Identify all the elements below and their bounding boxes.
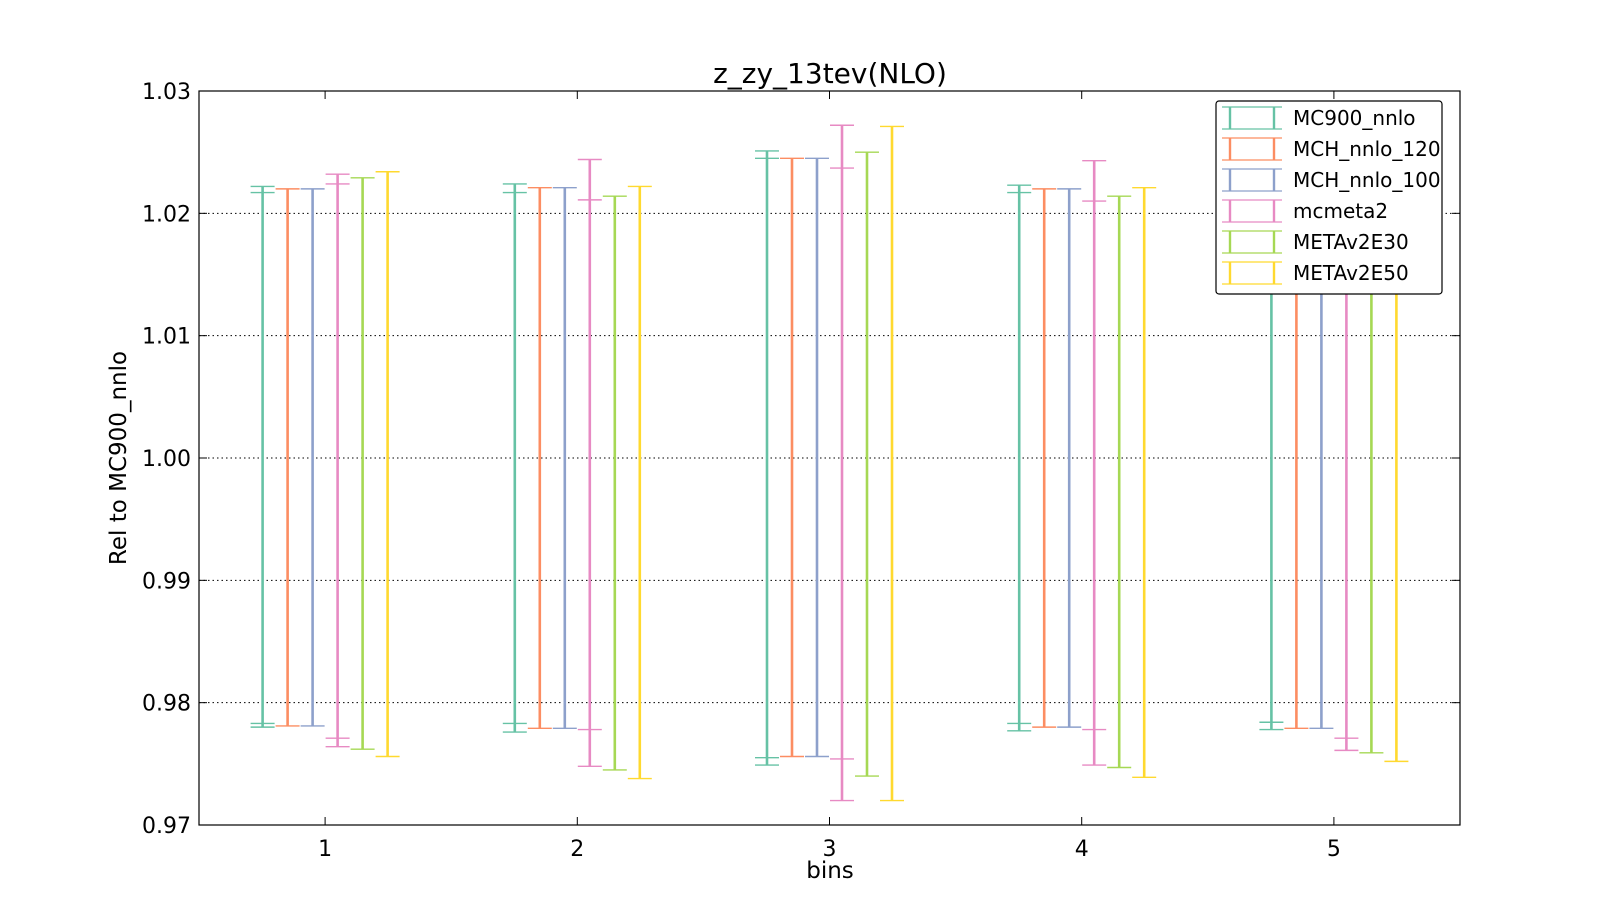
x-tick-label: 3	[823, 837, 837, 862]
errorbar-METAv2E30-bin-3	[855, 151, 879, 777]
legend-label: MCH_nnlo_100	[1293, 168, 1441, 192]
errorbar-METAv2E50-bin-2	[627, 185, 652, 780]
errorbar-METAv2E30-bin-1	[350, 177, 375, 750]
errorbar-METAv2E50-bin-3	[880, 125, 904, 802]
errorbar-METAv2E50-bin-4	[1132, 186, 1157, 778]
legend-label: MCH_nnlo_120	[1293, 137, 1441, 161]
y-tick-label: 0.98	[142, 692, 191, 717]
legend-label: MC900_nnlo	[1293, 106, 1416, 130]
errorbar-MC900_nnlo-bin-4	[1007, 184, 1032, 732]
x-tick-label: 5	[1327, 837, 1341, 862]
legend-item-METAv2E50: METAv2E50	[1222, 261, 1409, 285]
errorbar-MCH_nnlo_100-bin-2	[552, 186, 577, 730]
legend-label: METAv2E30	[1293, 230, 1409, 254]
legend-label: mcmeta2	[1293, 199, 1388, 223]
errorbar-METAv2E30-bin-4	[1107, 195, 1132, 769]
y-axis-title: Rel to MC900_nnlo	[106, 351, 132, 565]
legend-box	[1215, 100, 1443, 295]
ticks-layer: 0.97 0.98 0.99 1.00 1.01 1.02 1.03 1 2 3 4 5	[142, 80, 1460, 862]
errorbar-MC900_nnlo-bin-3	[755, 150, 779, 766]
y-tick-label: 1.03	[142, 80, 191, 105]
grid-layer	[199, 212, 1460, 704]
errorbar-MC900_nnlo-bin-2	[502, 183, 527, 733]
y-tick-label: 0.97	[142, 814, 191, 839]
errorbar-MCH_nnlo_120-bin-3	[780, 157, 804, 758]
errorbars-layer	[250, 124, 1409, 802]
legend: MC900_nnlo MCH_nnlo_120 MCH_nnlo_100mcmeta…	[1215, 100, 1443, 295]
errorbar-MCH_nnlo_120-bin-2	[527, 186, 552, 730]
y-tick-label: 0.99	[142, 569, 191, 594]
errorbar-MCH_nnlo_120-bin-1	[275, 188, 300, 727]
legend-item-MC900_nnlo: MC900_nnlo	[1222, 106, 1416, 130]
errorbar-MCH_nnlo_100-bin-1	[300, 188, 325, 727]
legend-item-METAv2E30: METAv2E30	[1222, 230, 1409, 254]
x-tick-label: 2	[570, 837, 584, 862]
errorbar-MC900_nnlo-bin-1	[250, 185, 275, 728]
errorbar-METAv2E50-bin-1	[375, 171, 400, 758]
legend-label: METAv2E50	[1293, 261, 1409, 285]
x-tick-label: 1	[318, 837, 332, 862]
x-tick-label: 4	[1075, 837, 1089, 862]
x-axis-title: bins	[806, 858, 854, 884]
chart-title: z_zy_13tev(NLO)	[713, 57, 947, 90]
legend-item-mcmeta2: mcmeta2	[1222, 199, 1388, 223]
y-tick-label: 1.01	[142, 325, 191, 350]
errorbar-MCH_nnlo_120-bin-4	[1032, 188, 1057, 728]
errorbar-mcmeta2-bin-2	[577, 158, 602, 767]
legend-item-MCH_nnlo_100: MCH_nnlo_100	[1222, 168, 1441, 192]
errorbar-mcmeta2-bin-4	[1082, 160, 1107, 766]
y-tick-label: 1.02	[142, 202, 191, 227]
y-tick-label: 1.00	[142, 447, 191, 472]
errorbar-mcmeta2-bin-3	[830, 124, 854, 802]
errorbar-MCH_nnlo_100-bin-4	[1057, 188, 1082, 728]
legend-item-MCH_nnlo_120: MCH_nnlo_120	[1222, 137, 1441, 161]
errorbar-MCH_nnlo_100-bin-3	[805, 157, 829, 758]
errorbar-mcmeta2-bin-1	[325, 173, 350, 748]
errorbar-METAv2E30-bin-2	[602, 195, 627, 771]
